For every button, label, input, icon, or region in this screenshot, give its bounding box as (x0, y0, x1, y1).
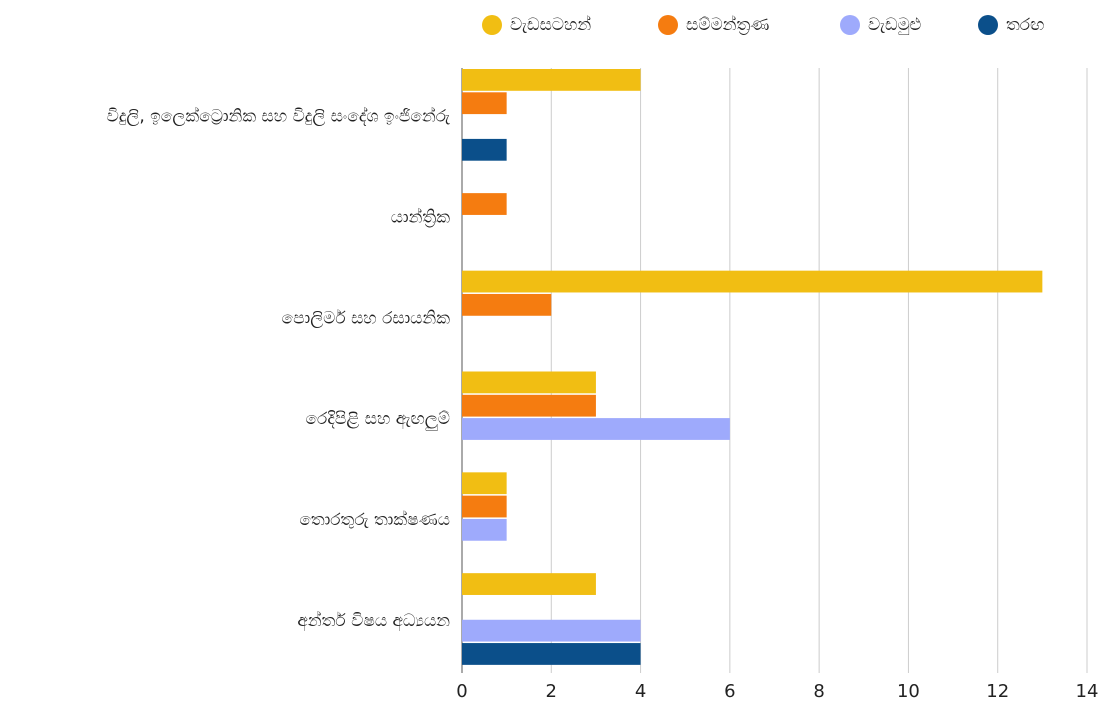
x-tick-label: 14 (1076, 681, 1099, 702)
bar (462, 193, 507, 215)
bar (462, 394, 596, 417)
bar (462, 619, 641, 642)
bar (462, 518, 507, 541)
bar (462, 472, 507, 495)
x-tick-label: 8 (813, 681, 824, 702)
legend-label: වැඩමුළු (868, 15, 921, 35)
y-tick-label: යාන්ත්‍රික (391, 207, 450, 227)
legend-label: තරඟ (1006, 15, 1044, 35)
y-tick-label: විදුලි, ඉලෙක්ට්‍රොනික සහ විදුලි සංදේශ ඉං… (107, 106, 451, 126)
legend-swatch (658, 15, 678, 35)
x-tick-label: 6 (724, 681, 735, 702)
legend-swatch (840, 15, 860, 35)
legend-swatch (482, 15, 502, 35)
legend-label: සම්මන්ත්‍රණ (686, 15, 769, 35)
legend-swatch (978, 15, 998, 35)
y-tick-label: පොලිමර් සහ රසායනික (282, 308, 451, 328)
bar (462, 138, 507, 161)
y-tick-label: අන්තර් විෂය අධ්‍යයන (297, 611, 450, 632)
bar (462, 643, 641, 665)
bar (462, 418, 730, 440)
bar (462, 69, 641, 91)
x-tick-label: 0 (456, 681, 467, 702)
x-tick-label: 2 (546, 681, 557, 702)
x-tick-label: 10 (897, 681, 920, 702)
x-tick-label: 4 (635, 681, 646, 702)
bar (462, 573, 596, 595)
y-tick-label: තොරතුරු තාක්ෂණය (299, 510, 450, 530)
y-tick-label: රෙදිපිළි සහ ඇඟලුම් (305, 409, 450, 432)
bar (462, 293, 552, 316)
x-tick-label: 12 (986, 681, 1009, 702)
bar (462, 92, 507, 115)
bar (462, 495, 507, 518)
bar (462, 270, 1043, 293)
legend-label: වැඩසටහන් (510, 15, 591, 35)
bar (462, 371, 596, 394)
